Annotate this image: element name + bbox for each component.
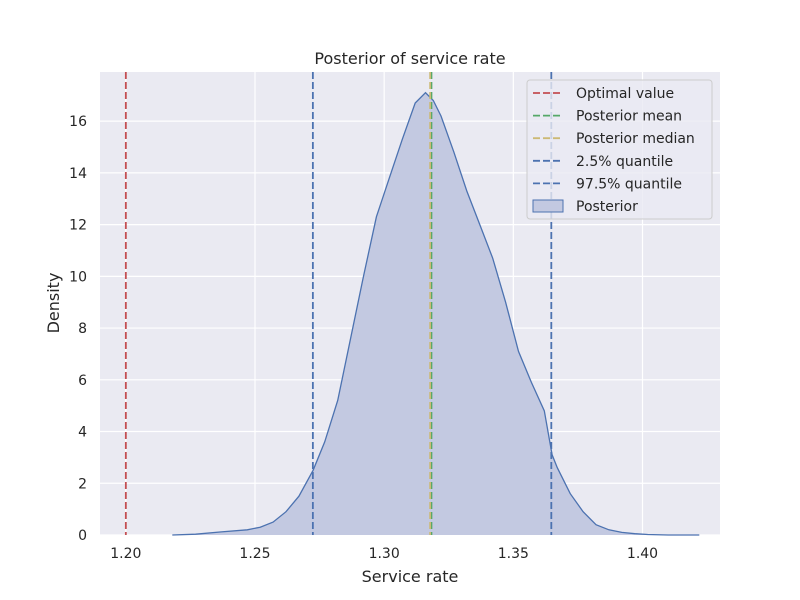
legend-label: Posterior: [576, 199, 638, 215]
y-tick-label: 14: [69, 166, 87, 182]
y-tick-label: 8: [78, 321, 87, 337]
x-tick-label: 1.40: [627, 546, 658, 562]
y-tick-label: 2: [78, 476, 87, 492]
legend-label: 97.5% quantile: [576, 176, 682, 192]
y-tick-label: 4: [78, 425, 87, 441]
legend-label: 2.5% quantile: [576, 154, 673, 170]
chart-title: Posterior of service rate: [314, 49, 505, 68]
y-tick-label: 0: [78, 528, 87, 544]
reference-lines: [124, 72, 553, 535]
x-tick-label: 1.30: [369, 546, 400, 562]
legend-label: Optimal value: [576, 86, 674, 102]
density-area: [172, 91, 700, 536]
y-tick-label: 6: [78, 373, 87, 389]
y-tick-label: 10: [69, 269, 87, 285]
x-axis-ticks: 1.20 1.25 1.30 1.35 1.40: [110, 546, 658, 562]
density-fill: [172, 92, 700, 535]
y-tick-label: 12: [69, 218, 87, 234]
density-curve: [172, 91, 700, 536]
x-tick-label: 1.25: [239, 546, 270, 562]
x-tick-label: 1.35: [498, 546, 529, 562]
legend-swatch: [532, 199, 564, 213]
y-axis-label: Density: [44, 273, 63, 334]
legend-label: Posterior mean: [576, 109, 682, 125]
legend: Optimal value Posterior mean Posterior med…: [526, 79, 713, 220]
legend-label: Posterior median: [576, 131, 695, 147]
y-tick-label: 16: [69, 114, 87, 130]
x-tick-label: 1.20: [110, 546, 141, 562]
y-axis-ticks: 0 2 4 6 8 10 12 14 16: [69, 114, 87, 544]
x-axis-label: Service rate: [362, 567, 459, 586]
legend-box: [526, 79, 713, 220]
